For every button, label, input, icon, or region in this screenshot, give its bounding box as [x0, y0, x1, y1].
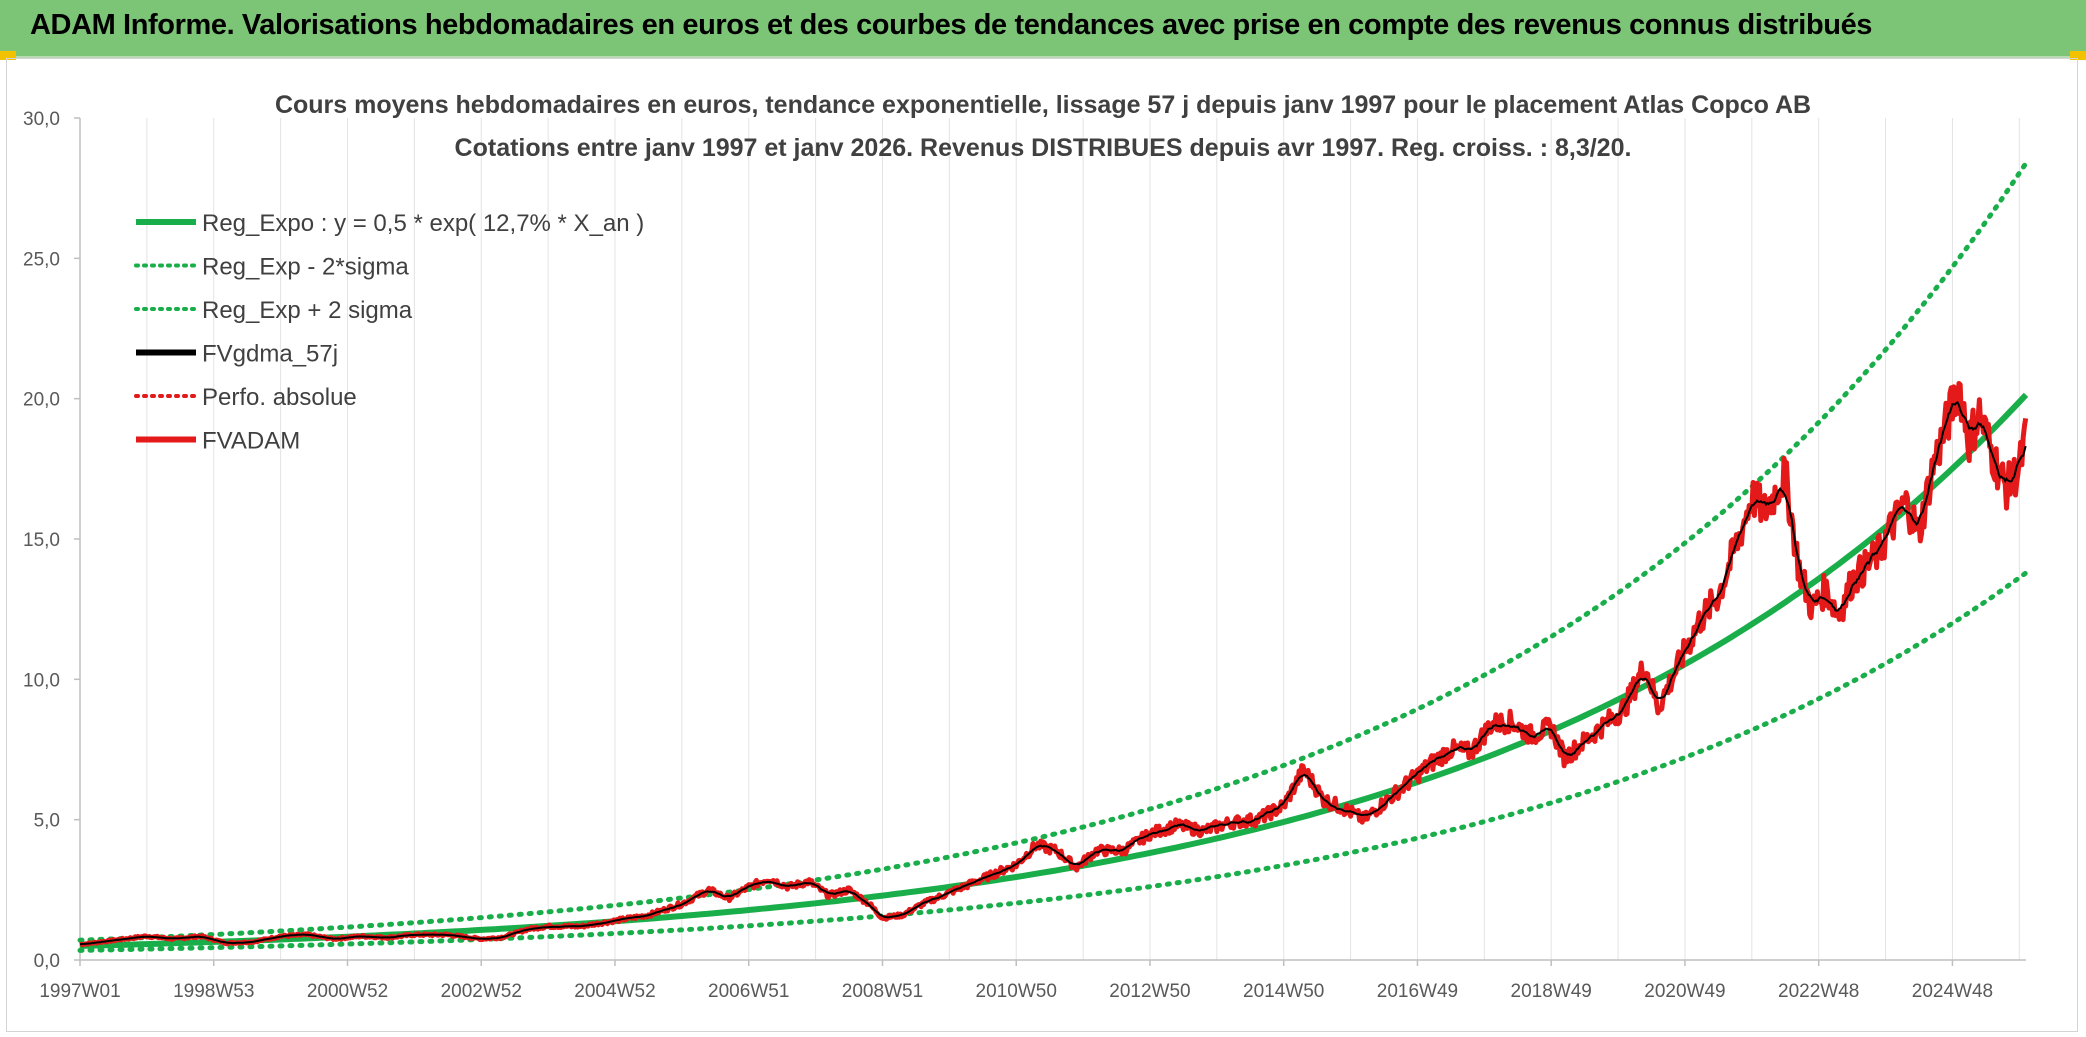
- y-tick-label: 5,0: [34, 811, 60, 832]
- x-tick-label: 2008W51: [842, 981, 923, 1002]
- legend-label-reg: Reg_Expo : y = 0,5 * exp( 12,7% * X_an ): [202, 210, 644, 237]
- banner-corner-left: [0, 51, 16, 60]
- legend-label-price: FVADAM: [202, 428, 300, 455]
- chart-titles: Cours moyens hebdomadaires en euros, ten…: [275, 91, 1811, 162]
- banner-corner-right: [2070, 51, 2086, 60]
- x-tick-label: 1997W01: [39, 981, 120, 1002]
- y-tick-label: 0,0: [34, 951, 60, 972]
- x-tick-label: 2002W52: [441, 981, 522, 1002]
- series-fvgdma-57j: [79, 401, 2027, 946]
- y-tick-label: 15,0: [23, 530, 60, 551]
- x-tick-label: 1998W53: [173, 981, 254, 1002]
- x-tick-label: 2018W49: [1511, 981, 1592, 1002]
- legend-label-low: Reg_Exp - 2*sigma: [202, 254, 409, 281]
- y-tick-label: 25,0: [23, 249, 60, 270]
- chart-frame: [6, 58, 2078, 1032]
- legend-label-smooth: FVgdma_57j: [202, 341, 338, 368]
- x-tick-label: 2022W48: [1778, 981, 1859, 1002]
- x-tick-label: 2006W51: [708, 981, 789, 1002]
- y-tick-label: 20,0: [23, 390, 60, 411]
- axes: 0,0 5,0 10,0 15,0 20,0 25,0 30,0 1997W01 1998W53…: [23, 109, 2026, 1002]
- series-reg-plus-2sigma: [77, 160, 2029, 943]
- series-reg-expo: [79, 392, 2029, 949]
- x-tick-label: 2010W50: [976, 981, 1057, 1002]
- legend-label-perf: Perfo. absolue: [202, 384, 357, 411]
- gridlines: [146, 118, 2020, 960]
- banner-title: ADAM Informe. Valorisations hebdomadaire…: [30, 9, 1873, 41]
- legend: Reg_Expo : y = 0,5 * exp( 12,7% * X_an )…: [134, 210, 644, 455]
- series-layer: [77, 160, 2029, 953]
- chart-subtitle: Cotations entre janv 1997 et janv 2026. …: [455, 134, 1632, 162]
- x-tick-label: 2016W49: [1377, 981, 1458, 1002]
- x-tick-label: 2014W50: [1243, 981, 1324, 1002]
- y-tick-label: 10,0: [23, 670, 60, 691]
- x-tick-label: 2004W52: [574, 981, 655, 1002]
- x-tick-label: 2000W52: [307, 981, 388, 1002]
- x-tick-label: 2012W50: [1109, 981, 1190, 1002]
- series-fvadam: [78, 381, 2029, 948]
- series-reg-minus-2sigma: [77, 570, 2029, 953]
- x-tick-label: 2024W48: [1912, 981, 1993, 1002]
- legend-label-high: Reg_Exp + 2 sigma: [202, 297, 413, 324]
- x-tick-label: 2020W49: [1644, 981, 1725, 1002]
- chart-title: Cours moyens hebdomadaires en euros, ten…: [275, 91, 1811, 119]
- report-banner: ADAM Informe. Valorisations hebdomadaire…: [0, 0, 2086, 58]
- y-tick-label: 30,0: [23, 109, 60, 130]
